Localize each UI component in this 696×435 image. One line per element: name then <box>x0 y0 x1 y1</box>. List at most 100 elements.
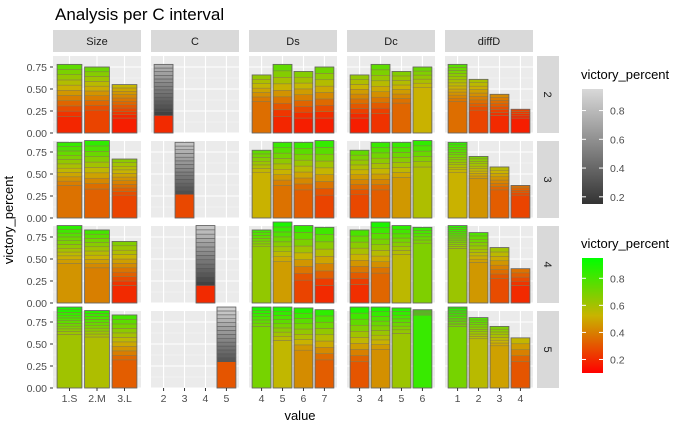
bar-segment <box>272 310 293 316</box>
bar-segment <box>468 106 489 111</box>
bar-segment <box>272 158 293 165</box>
bar-segment <box>489 176 510 181</box>
bar-segment <box>84 267 110 304</box>
bar-segment <box>195 272 216 278</box>
facet-strip-row-label: 5 <box>541 346 553 352</box>
bar-segment <box>84 161 110 168</box>
bar-segment <box>391 311 412 316</box>
bar-segment <box>251 160 272 166</box>
bar-segment <box>468 248 489 253</box>
bar-segment <box>314 347 335 354</box>
bar-segment <box>251 168 272 173</box>
bar-segment <box>153 85 174 91</box>
bar-segment <box>293 349 314 389</box>
bar-segment <box>468 322 489 325</box>
bar-segment <box>272 64 293 72</box>
bar-segment <box>349 74 370 80</box>
bar-segment <box>84 109 110 134</box>
bar-segment <box>251 79 272 84</box>
bar <box>510 185 531 219</box>
bar <box>56 141 83 219</box>
bar-segment <box>111 176 138 181</box>
bar-segment <box>272 246 293 252</box>
bar-segment <box>489 169 510 174</box>
bar-segment <box>468 255 489 260</box>
bar-segment <box>293 318 314 325</box>
bar-segment <box>468 338 489 389</box>
bar <box>84 229 110 304</box>
legend-tick-label: 0.8 <box>610 106 625 118</box>
bar-segment <box>447 154 468 158</box>
bar-segment <box>56 64 83 70</box>
legend-tick-label: 0.4 <box>610 327 625 339</box>
bar-segment <box>251 243 272 247</box>
bar-segment <box>293 344 314 351</box>
bar-segment <box>195 255 216 261</box>
bar-segment <box>84 100 110 106</box>
bar-segment <box>314 66 335 74</box>
bar-segment <box>447 167 468 170</box>
bar-segment <box>489 109 510 113</box>
bar-segment <box>84 246 110 252</box>
bar-segment <box>153 93 174 98</box>
bar <box>391 71 412 134</box>
bar-segment <box>370 272 391 304</box>
bar-segment <box>489 278 510 304</box>
bar-segment <box>111 285 138 304</box>
bar-segment <box>314 174 335 182</box>
bar-segment <box>111 276 138 282</box>
bar-segment <box>349 189 370 195</box>
bar-segment <box>349 112 370 119</box>
bar-segment <box>510 187 531 191</box>
bar-segment <box>391 229 412 235</box>
bar-segment <box>447 236 468 240</box>
bar-segment <box>56 163 83 169</box>
bar-segment <box>272 142 293 148</box>
bar-segment <box>314 256 335 264</box>
bar-segment <box>510 361 531 389</box>
bar-segment <box>314 111 335 119</box>
bar-segment <box>272 147 293 154</box>
x-tick-label: 3 <box>182 393 188 405</box>
bar <box>349 229 370 304</box>
bar-segment <box>370 80 391 87</box>
bar-segment <box>370 179 391 185</box>
bar-segment <box>314 263 335 272</box>
bar <box>349 149 370 219</box>
bar-segment <box>447 234 468 238</box>
bar-segment <box>447 326 468 389</box>
bar <box>272 141 293 219</box>
bar-segment <box>314 321 335 329</box>
bar-segment <box>293 148 314 155</box>
bar-segment <box>153 64 174 69</box>
bar-segment <box>84 250 110 256</box>
legend-color: victory_percent 0.8 0.6 0.4 0.2 <box>581 236 670 373</box>
bar-segment <box>447 157 468 161</box>
bar-segment <box>84 81 110 87</box>
y-tick-label: 0.50 <box>27 254 48 266</box>
bar-segment <box>195 285 216 304</box>
bar-segment <box>174 186 195 191</box>
bar-segment <box>412 236 433 241</box>
legend-tick-label: 0.6 <box>610 134 625 146</box>
bar-segment <box>370 339 391 345</box>
bar-segment <box>349 324 370 332</box>
bar-segment <box>56 146 83 152</box>
y-tick-label: 0.25 <box>27 106 48 118</box>
bar-segment <box>412 150 433 157</box>
bar-segment <box>293 339 314 346</box>
bar-segment <box>293 71 314 78</box>
bar-segment <box>489 103 510 107</box>
bar-segment <box>349 103 370 109</box>
bar-segment <box>272 261 293 304</box>
bar-segment <box>349 235 370 243</box>
bar-segment <box>111 350 138 356</box>
y-tick-label: 0.75 <box>27 147 48 159</box>
bar <box>510 108 531 134</box>
bar <box>111 240 138 304</box>
bar-segment <box>272 226 293 233</box>
bar-segment <box>293 307 314 314</box>
bar <box>391 141 412 219</box>
facet-strip-row-2 <box>537 56 559 133</box>
